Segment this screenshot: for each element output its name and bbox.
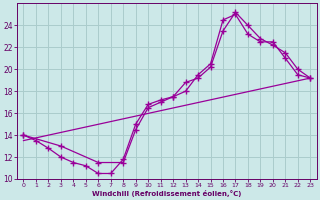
X-axis label: Windchill (Refroidissement éolien,°C): Windchill (Refroidissement éolien,°C)	[92, 190, 242, 197]
